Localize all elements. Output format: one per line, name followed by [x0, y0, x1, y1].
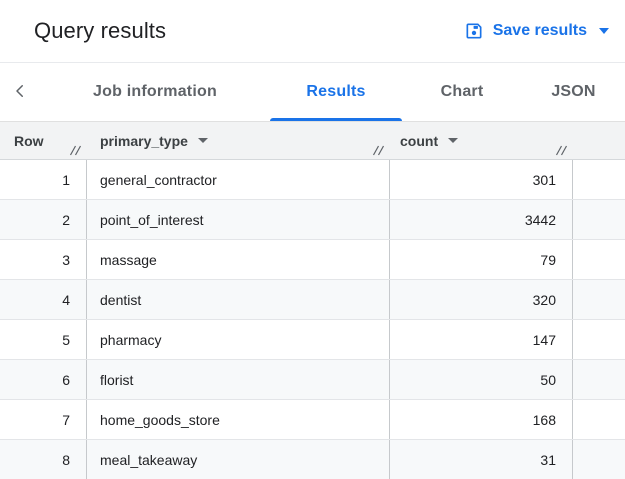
row-spacer-cell [573, 240, 625, 279]
count-cell: 79 [390, 240, 573, 279]
tabs-scroll-left-button[interactable] [0, 63, 40, 121]
table-row[interactable]: 2 point_of_interest 3442 [0, 200, 625, 240]
count-cell: 3442 [390, 200, 573, 239]
primary-type-cell: general_contractor [87, 160, 390, 199]
row-spacer-cell [573, 200, 625, 239]
tab-chart[interactable]: Chart [440, 83, 484, 100]
count-cell: 31 [390, 440, 573, 479]
primary-type-cell: home_goods_store [87, 400, 390, 439]
table-header-row: Row primary_type count [0, 122, 625, 160]
column-dropdown-icon[interactable] [448, 138, 459, 143]
page-title: Query results [34, 18, 167, 43]
table-row[interactable]: 7 home_goods_store 168 [0, 400, 625, 440]
column-header-count: count [390, 122, 573, 159]
row-number-cell: 4 [0, 280, 87, 319]
row-number-cell: 1 [0, 160, 87, 199]
count-cell: 301 [390, 160, 573, 199]
table-body: 1 general_contractor 301 2 point_of_inte… [0, 160, 625, 479]
row-number-cell: 2 [0, 200, 87, 239]
row-number-cell: 3 [0, 240, 87, 279]
save-results-button[interactable]: Save results [464, 21, 609, 41]
count-cell: 147 [390, 320, 573, 359]
row-spacer-cell [573, 400, 625, 439]
results-table: Row primary_type count [0, 122, 625, 479]
table-row[interactable]: 8 meal_takeaway 31 [0, 440, 625, 479]
table-row[interactable]: 3 massage 79 [0, 240, 625, 280]
row-spacer-cell [573, 320, 625, 359]
row-number-cell: 7 [0, 400, 87, 439]
row-number-cell: 5 [0, 320, 87, 359]
count-cell: 168 [390, 400, 573, 439]
column-header-spacer [573, 122, 625, 159]
primary-type-cell: meal_takeaway [87, 440, 390, 479]
dropdown-caret-icon [599, 28, 609, 34]
primary-type-cell: pharmacy [87, 320, 390, 359]
row-number-cell: 8 [0, 440, 87, 479]
save-icon [464, 21, 484, 41]
primary-type-cell: point_of_interest [87, 200, 390, 239]
column-resize-handle-icon[interactable] [372, 145, 385, 156]
column-label: primary_type [100, 132, 188, 149]
results-tabbar: Job information Results Chart JSON [0, 63, 625, 122]
column-header-row: Row [0, 122, 87, 159]
column-resize-handle-icon[interactable] [555, 145, 568, 156]
primary-type-cell: massage [87, 240, 390, 279]
primary-type-cell: florist [87, 360, 390, 399]
row-spacer-cell [573, 440, 625, 479]
column-header-primary-type: primary_type [87, 122, 390, 159]
count-cell: 50 [390, 360, 573, 399]
table-row[interactable]: 1 general_contractor 301 [0, 160, 625, 200]
row-spacer-cell [573, 280, 625, 319]
row-number-cell: 6 [0, 360, 87, 399]
tab-results[interactable]: Results [270, 63, 402, 121]
column-resize-handle-icon[interactable] [69, 145, 82, 156]
column-label: count [400, 132, 439, 149]
primary-type-cell: dentist [87, 280, 390, 319]
count-cell: 320 [390, 280, 573, 319]
row-spacer-cell [573, 360, 625, 399]
tab-job-information[interactable]: Job information [93, 83, 217, 100]
tab-json[interactable]: JSON [551, 83, 596, 100]
table-row[interactable]: 4 dentist 320 [0, 280, 625, 320]
column-dropdown-icon[interactable] [197, 138, 208, 143]
row-spacer-cell [573, 160, 625, 199]
table-row[interactable]: 6 florist 50 [0, 360, 625, 400]
panel-header: Query results Save results [0, 0, 625, 63]
chevron-left-icon [11, 82, 29, 103]
column-label: Row [14, 132, 44, 149]
table-row[interactable]: 5 pharmacy 147 [0, 320, 625, 360]
save-results-label: Save results [492, 22, 587, 39]
